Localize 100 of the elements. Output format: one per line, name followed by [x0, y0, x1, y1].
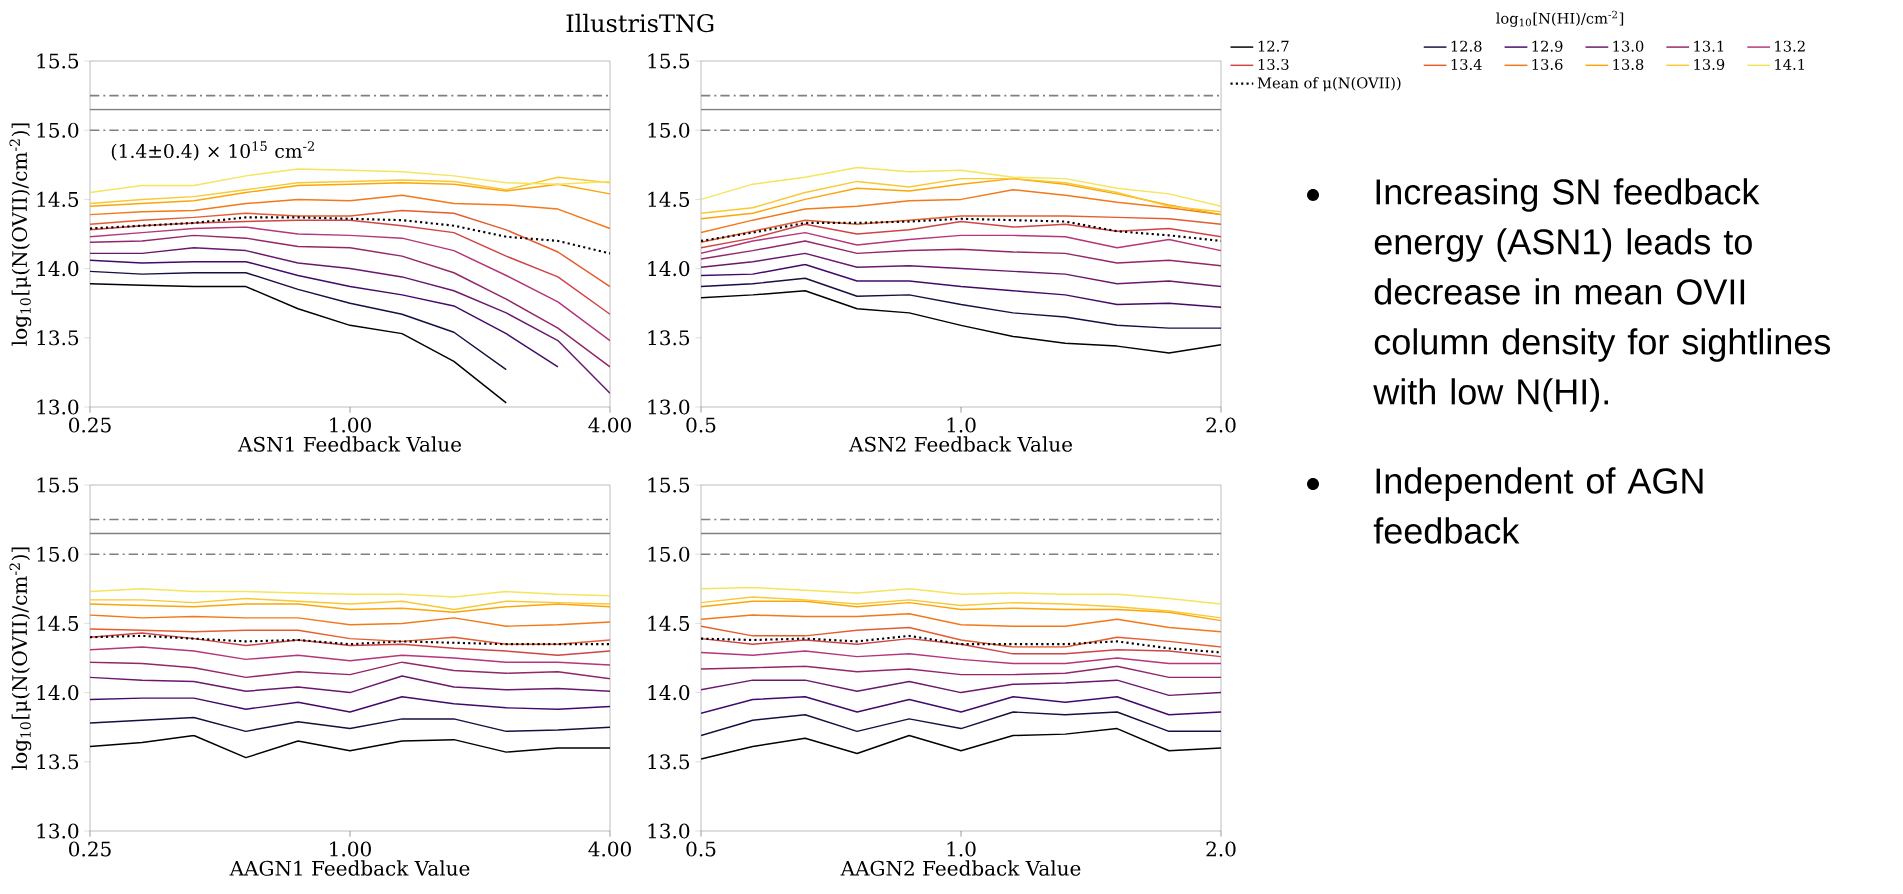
line-series — [90, 283, 507, 404]
line-series — [90, 219, 611, 316]
x-tick-label: 1.0 — [947, 841, 976, 857]
line-series — [701, 220, 1222, 249]
line-series — [90, 168, 611, 194]
x-tick-label: 0.25 — [69, 417, 111, 433]
y-axis-title: log$_{10}$[μ(N(OVII)/cm$^{-2}$)] — [9, 547, 32, 770]
y-tick-label: 15.5 — [37, 477, 79, 493]
legend-label: 13.3 — [1258, 58, 1289, 70]
y-tick-label: 14.0 — [648, 685, 690, 701]
y-tick-label: 15.5 — [648, 53, 690, 69]
line-series — [90, 603, 611, 614]
line-series — [90, 628, 611, 645]
line-series — [701, 625, 1222, 648]
annotation: (1.4±0.4) × 10$^{15}$ cm$^{-2}$ — [111, 141, 314, 161]
x-tick-label: 1.00 — [330, 841, 371, 857]
line-series — [90, 646, 611, 666]
x-tick-label: 2.0 — [1206, 841, 1236, 857]
line-series — [90, 661, 611, 680]
line-series — [90, 194, 611, 230]
line-series — [701, 166, 1222, 208]
legend-label: 13.4 — [1451, 58, 1482, 70]
line-series — [701, 696, 1222, 716]
y-tick-label: 13.0 — [648, 399, 690, 415]
line-series — [90, 234, 611, 368]
y-tick-label: 15.5 — [37, 53, 79, 69]
line-series — [90, 259, 559, 368]
legend-label: 13.8 — [1613, 58, 1644, 70]
y-tick-label: 15.0 — [37, 546, 79, 562]
line-series — [701, 665, 1222, 679]
line-series — [90, 696, 611, 713]
y-tick-label: 14.0 — [37, 261, 79, 277]
y-axis-title: log$_{10}$[μ(N(OVII)/cm$^{-2}$)] — [9, 123, 32, 346]
line-series — [701, 231, 1222, 255]
y-tick-label: 14.5 — [37, 615, 79, 631]
line-series — [701, 727, 1222, 760]
y-tick-label: 14.5 — [648, 191, 690, 207]
x-tick-label: 2.0 — [1206, 417, 1236, 433]
line-series — [701, 290, 1222, 354]
y-tick-label: 13.5 — [37, 754, 79, 770]
line-series — [90, 216, 611, 255]
y-tick-label: 13.5 — [37, 330, 79, 346]
legend-label: 14.1 — [1775, 58, 1804, 70]
y-tick-label: 13.0 — [648, 823, 690, 839]
line-series — [701, 277, 1222, 329]
y-tick-label: 15.0 — [648, 122, 690, 138]
line-series — [701, 263, 1222, 309]
x-tick-label: 4.00 — [588, 841, 631, 857]
line-series — [90, 588, 611, 598]
x-axis-title: AAGN2 Feedback Value — [840, 860, 1081, 876]
legend-label: 12.7 — [1258, 40, 1289, 52]
legend-label: 13.1 — [1694, 40, 1724, 52]
x-axis-title: ASN2 Feedback Value — [848, 436, 1073, 452]
legend-label: 12.8 — [1451, 40, 1482, 52]
line-series — [90, 226, 611, 342]
line-series — [701, 711, 1222, 737]
legend-label: 13.0 — [1613, 40, 1644, 52]
x-tick-label: 4.00 — [588, 417, 631, 433]
text: Increasing SN feedback energy (ASN1) leads to decrease in mean OVII column density for sightlines with low N(HI). — [1373, 178, 1831, 412]
y-tick-label: 13.0 — [37, 823, 79, 839]
line-series — [701, 586, 1222, 605]
text: Independent of AGN feedback — [1373, 467, 1703, 544]
chart-title: IllustrisTNG — [566, 13, 714, 33]
x-tick-label: 1.00 — [330, 417, 371, 433]
x-axis-title: ASN1 Feedback Value — [237, 436, 462, 452]
x-tick-label: 0.5 — [686, 417, 716, 433]
y-tick-label: 13.0 — [37, 399, 79, 415]
y-tick-label: 14.5 — [648, 615, 690, 631]
line-series — [90, 182, 611, 208]
legend-label: 12.9 — [1532, 40, 1563, 52]
legend-label: 13.9 — [1694, 58, 1725, 70]
line-series — [90, 270, 507, 371]
line-series — [701, 650, 1222, 665]
legend-label: Mean of μ(N(OVII)) — [1257, 77, 1401, 92]
line-series — [90, 716, 611, 733]
x-tick-label: 0.25 — [69, 841, 111, 857]
y-tick-label: 13.5 — [648, 754, 690, 770]
line-series — [701, 252, 1222, 288]
line-series — [90, 247, 611, 394]
line-series — [701, 679, 1222, 697]
line-series — [701, 612, 1222, 633]
y-tick-label: 14.0 — [37, 685, 79, 701]
line-series — [90, 176, 611, 205]
y-tick-label: 15.5 — [648, 477, 690, 493]
line-series — [90, 597, 611, 611]
x-tick-label: 0.5 — [686, 841, 716, 857]
legend-label: 13.2 — [1775, 40, 1805, 52]
line-series — [90, 734, 611, 759]
y-tick-label: 13.5 — [648, 330, 690, 346]
line-series — [90, 209, 611, 288]
line-series — [701, 240, 1222, 267]
line-series — [90, 632, 611, 656]
legend-label: 13.6 — [1532, 58, 1563, 70]
x-tick-label: 1.0 — [947, 417, 976, 433]
y-tick-label: 15.0 — [37, 122, 79, 138]
legend-title: log$_{10}$[N(HI)/cm$^{-2}$] — [1496, 10, 1624, 27]
line-series — [90, 675, 611, 694]
y-tick-label: 14.0 — [648, 261, 690, 277]
line-series — [90, 614, 611, 627]
y-tick-label: 15.0 — [648, 546, 690, 562]
